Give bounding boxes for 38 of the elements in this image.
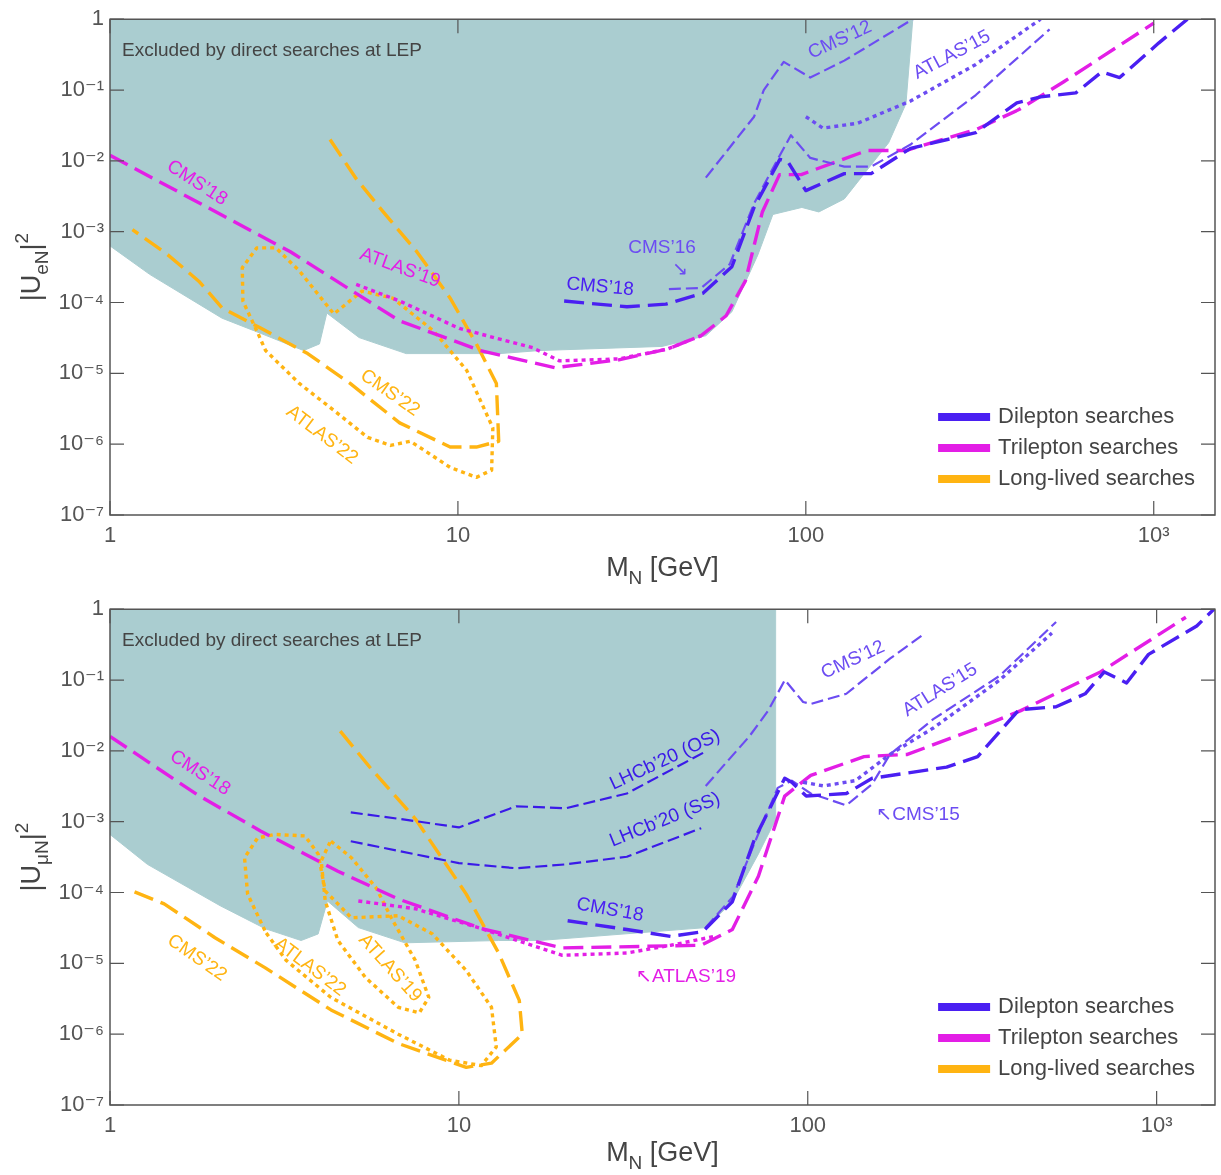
x-tick-label: 100 bbox=[787, 522, 825, 548]
y-tick-label: 10⁻³ bbox=[60, 807, 104, 833]
y-tick-label: 10⁻⁴ bbox=[58, 288, 104, 314]
annotation: CMS’18 bbox=[575, 892, 646, 925]
annotation: Excluded by direct searches at LEP bbox=[122, 629, 422, 651]
y-tick-label: 10⁻⁷ bbox=[59, 1091, 105, 1117]
y-tick-label: 10⁻⁵ bbox=[58, 949, 104, 975]
legend-label: Trilepton searches bbox=[998, 1024, 1179, 1050]
legend-label: Dilepton searches bbox=[998, 993, 1175, 1019]
y-tick-label: 10⁻² bbox=[60, 146, 104, 172]
y-tick-label: 10⁻⁶ bbox=[58, 1020, 104, 1046]
x-tick-label: 100 bbox=[789, 1112, 827, 1138]
y-tick-label: 10⁻³ bbox=[60, 217, 104, 243]
annotation: ↖CMS’15 bbox=[876, 803, 960, 825]
y-tick-label: 10⁻⁶ bbox=[58, 430, 104, 456]
annotation: ↖ATLAS’19 bbox=[635, 965, 737, 987]
x-tick-label: 10³ bbox=[1137, 522, 1170, 548]
x-tick-label: 10 bbox=[445, 522, 471, 548]
y-tick-label: 10⁻¹ bbox=[60, 666, 104, 692]
legend-label: Dilepton searches bbox=[998, 403, 1175, 429]
y-axis-title: |UμN|2 bbox=[10, 822, 53, 892]
y-axis-title: |UeN|2 bbox=[10, 232, 53, 302]
y-tick-label: 1 bbox=[91, 595, 104, 621]
x-tick-label: 10³ bbox=[1140, 1112, 1173, 1138]
annotation: CMS’16 bbox=[628, 236, 696, 258]
annotation: CMS’18 bbox=[565, 272, 635, 300]
legend-label: Long-lived searches bbox=[998, 1055, 1196, 1081]
legend-label: Trilepton searches bbox=[998, 434, 1179, 460]
y-tick-label: 10⁻¹ bbox=[60, 76, 104, 102]
annotation: ↘ bbox=[672, 258, 688, 280]
x-tick-label: 10 bbox=[446, 1112, 472, 1138]
y-tick-label: 10⁻² bbox=[60, 736, 104, 762]
y-tick-label: 10⁻⁵ bbox=[58, 359, 104, 385]
y-tick-label: 10⁻⁴ bbox=[58, 878, 104, 904]
legend-label: Long-lived searches bbox=[998, 465, 1196, 491]
annotation: Excluded by direct searches at LEP bbox=[122, 39, 422, 61]
y-tick-label: 10⁻⁷ bbox=[59, 501, 105, 527]
y-tick-label: 1 bbox=[91, 5, 104, 31]
